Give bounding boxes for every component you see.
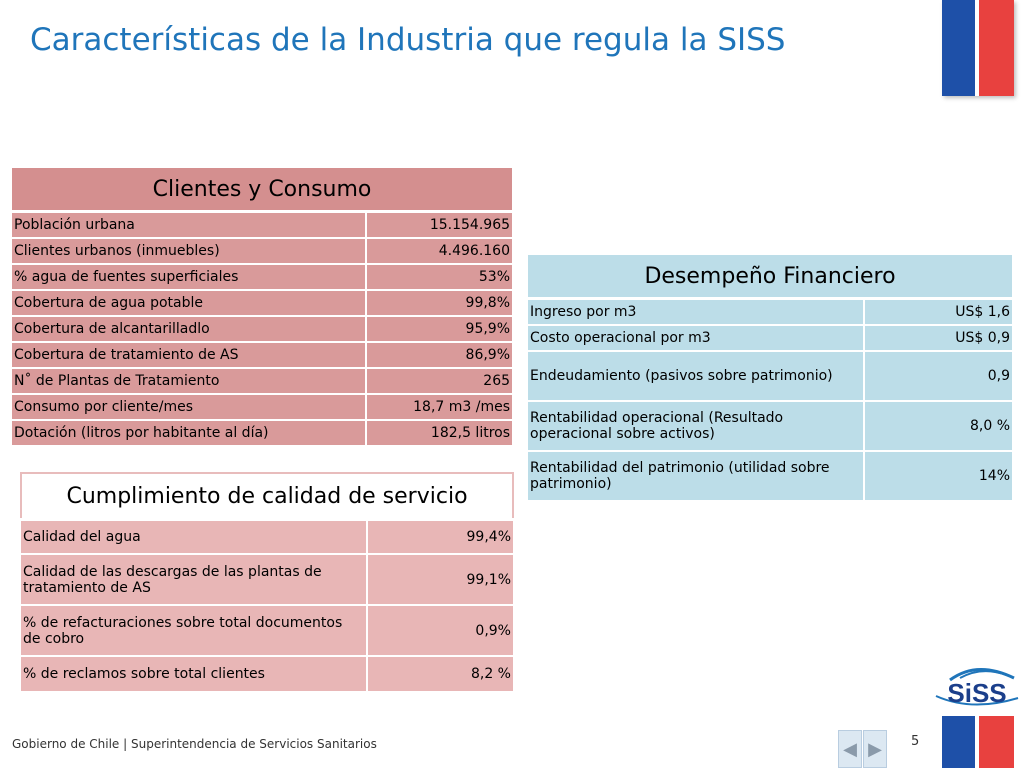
table-row: Costo operacional por m3 US$ 0,9	[528, 325, 1013, 352]
row-label: Rentabilidad operacional (Resultado oper…	[528, 401, 865, 452]
row-value: 53%	[366, 264, 513, 291]
table-header: Cumplimiento de calidad de servicio	[20, 472, 514, 521]
siss-logo: SiSS	[935, 668, 1019, 708]
previous-slide-button[interactable]: ◀	[838, 730, 862, 768]
row-value: 99,4%	[367, 519, 513, 555]
row-value: 182,5 litros	[366, 420, 513, 447]
clientes-consumo-table: Clientes y Consumo Población urbana 15.15…	[12, 168, 513, 447]
table-row: Consumo por cliente/mes 18,7 m3 /mes	[12, 394, 513, 421]
row-label: Cobertura de tratamiento de AS	[12, 342, 367, 369]
row-label: Calidad de las descargas de las plantas …	[21, 554, 368, 606]
row-label: Costo operacional por m3	[528, 325, 865, 352]
page-number: 5	[911, 734, 920, 749]
row-label: Consumo por cliente/mes	[12, 394, 367, 421]
table-row: Dotación (litros por habitante al día) 18…	[12, 420, 513, 447]
row-label: Clientes urbanos (inmuebles)	[12, 238, 367, 265]
row-value: 18,7 m3 /mes	[366, 394, 513, 421]
row-value: 0,9	[864, 351, 1013, 402]
table-row: Clientes urbanos (inmuebles) 4.496.160	[12, 238, 513, 265]
row-value: 8,2 %	[367, 656, 513, 693]
table-row: % de refacturaciones sobre total documen…	[21, 605, 513, 657]
row-value: 14%	[864, 451, 1013, 502]
table-row: Rentabilidad operacional (Resultado oper…	[528, 401, 1013, 452]
row-label: N˚ de Plantas de Tratamiento	[12, 368, 367, 395]
row-label: Calidad del agua	[21, 519, 368, 555]
row-label: % de refacturaciones sobre total documen…	[21, 605, 368, 657]
row-label: Rentabilidad del patrimonio (utilidad so…	[528, 451, 865, 502]
table-row: % agua de fuentes superficiales 53%	[12, 264, 513, 291]
siss-logo-text: SiSS	[947, 678, 1006, 708]
footer-text: Gobierno de Chile | Superintendencia de …	[12, 737, 377, 751]
table-header: Desempeño Financiero	[528, 255, 1013, 300]
table-row: Rentabilidad del patrimonio (utilidad so…	[528, 451, 1013, 502]
chile-flag-decoration-bottom	[942, 716, 1014, 768]
table-header: Clientes y Consumo	[12, 168, 513, 213]
row-value: 99,8%	[366, 290, 513, 317]
row-value: 99,1%	[367, 554, 513, 606]
row-label: Población urbana	[12, 211, 367, 239]
table-row: Cobertura de alcantarilladlo 95,9%	[12, 316, 513, 343]
table-row: Población urbana 15.154.965	[12, 211, 513, 239]
table-row: % de reclamos sobre total clientes 8,2 %	[21, 656, 513, 693]
row-label: Cobertura de alcantarilladlo	[12, 316, 367, 343]
row-label: Endeudamiento (pasivos sobre patrimonio)	[528, 351, 865, 402]
row-value: US$ 1,6	[864, 298, 1013, 326]
table-row: Calidad del agua 99,4%	[21, 519, 513, 555]
triangle-left-icon: ◀	[843, 738, 857, 760]
table-row: Ingreso por m3 US$ 1,6	[528, 298, 1013, 326]
table-row: Calidad de las descargas de las plantas …	[21, 554, 513, 606]
table-row: Cobertura de agua potable 99,8%	[12, 290, 513, 317]
page-title: Características de la Industria que regu…	[30, 22, 786, 58]
row-label: Ingreso por m3	[528, 298, 865, 326]
row-value: 0,9%	[367, 605, 513, 657]
chile-flag-decoration	[942, 0, 1014, 96]
row-value: 4.496.160	[366, 238, 513, 265]
triangle-right-icon: ▶	[868, 738, 882, 760]
desempeno-financiero-table: Desempeño Financiero Ingreso por m3 US$ 1…	[528, 255, 1013, 502]
row-value: 265	[366, 368, 513, 395]
table-row: Cobertura de tratamiento de AS 86,9%	[12, 342, 513, 369]
row-value: 15.154.965	[366, 211, 513, 239]
row-label: Dotación (litros por habitante al día)	[12, 420, 367, 447]
row-label: % agua de fuentes superficiales	[12, 264, 367, 291]
row-value: US$ 0,9	[864, 325, 1013, 352]
row-value: 8,0 %	[864, 401, 1013, 452]
row-value: 86,9%	[366, 342, 513, 369]
table-row: N˚ de Plantas de Tratamiento 265	[12, 368, 513, 395]
row-label: % de reclamos sobre total clientes	[21, 656, 368, 693]
table-row: Endeudamiento (pasivos sobre patrimonio)…	[528, 351, 1013, 402]
cumplimiento-calidad-table: Cumplimiento de calidad de servicio Cali…	[20, 472, 514, 693]
next-slide-button[interactable]: ▶	[863, 730, 887, 768]
row-label: Cobertura de agua potable	[12, 290, 367, 317]
row-value: 95,9%	[366, 316, 513, 343]
